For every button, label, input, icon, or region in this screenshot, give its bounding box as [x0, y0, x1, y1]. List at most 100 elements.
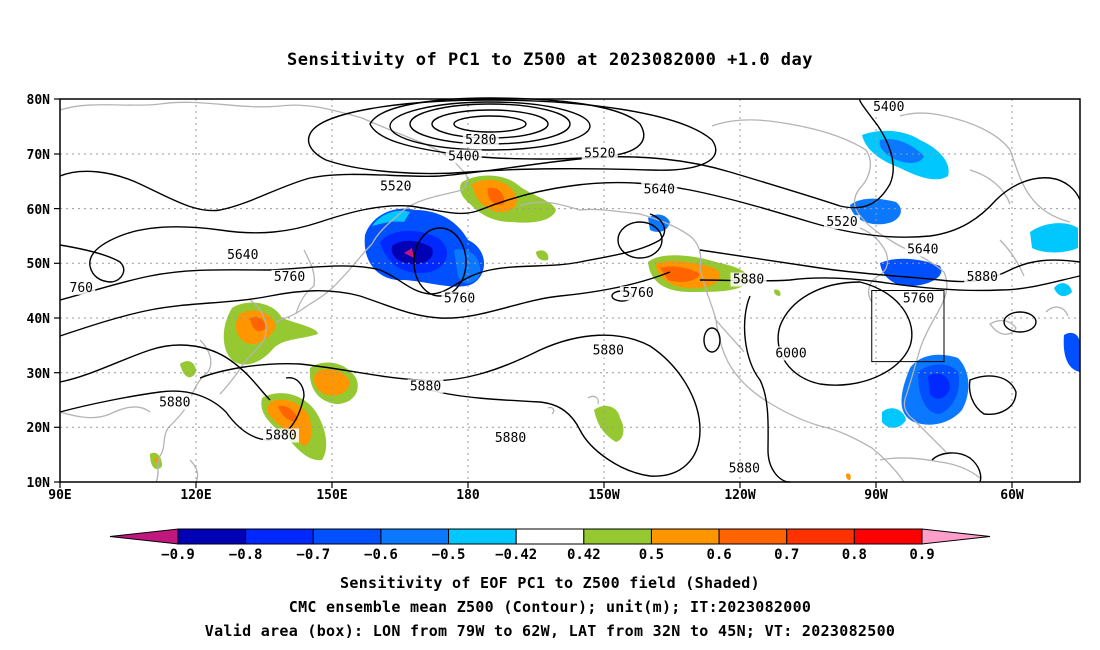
contour-label-bg: [263, 428, 299, 443]
colorbar-swatch: [245, 528, 314, 545]
contour-label-bg: [590, 343, 627, 358]
caption-shading: Sensitivity of EOF PC1 to Z500 field (Sh…: [340, 574, 760, 592]
contour-label: 5880: [495, 431, 526, 446]
contour-label-bg: [492, 431, 529, 446]
contour-label-bg: [900, 291, 937, 306]
colorbar-label: 0.5: [639, 547, 664, 563]
contour-label: 5880: [410, 379, 441, 394]
contour-label: 5760: [444, 292, 475, 307]
colorbar-swatch: [312, 528, 382, 545]
lat-label: 80N: [27, 93, 51, 108]
colorbar-label: 0.8: [842, 547, 867, 563]
colorbar-label: 0.42: [567, 547, 601, 563]
colorbar-label: 0.9: [909, 547, 934, 563]
contour-label: 760: [70, 281, 93, 296]
lon-label: 120E: [180, 488, 211, 503]
contour-label: 5880: [159, 396, 190, 411]
colorbar-low-extension: [109, 528, 179, 545]
colorbar-swatch: [177, 528, 247, 545]
contour-label-bg: [824, 215, 860, 230]
colorbar-swatch: [718, 528, 788, 545]
contour-label-bg: [407, 379, 444, 394]
lat-label: 70N: [27, 148, 51, 163]
contour-label: 5880: [265, 428, 296, 443]
contour-label-bg: [224, 247, 261, 262]
colorbar-swatch: [515, 528, 585, 545]
caption-contour: CMC ensemble mean Z500 (Contour); unit(m…: [288, 598, 812, 616]
graticule: [60, 99, 1080, 482]
contour-label: 5880: [729, 461, 760, 476]
latitude-labels: 80N 70N 60N 50N 40N 30N 20N 10N: [27, 93, 51, 491]
longitude-labels: 90E 120E 150E 180 150W 120W 90W 60W: [48, 488, 1024, 503]
lat-label: 60N: [27, 203, 51, 218]
contour-label: 5640: [644, 182, 675, 197]
contour-label: 5760: [622, 286, 653, 301]
lat-label: 50N: [27, 257, 51, 272]
contour-label: 5520: [584, 147, 615, 162]
contour-label-bg: [441, 291, 478, 306]
lon-label: 150W: [588, 488, 619, 503]
contour-label-bg: [620, 286, 656, 301]
colorbar-label: 0.6: [706, 547, 731, 563]
lon-label: 90W: [864, 488, 888, 503]
contour-label: 5400: [448, 149, 479, 164]
contour-label: 5880: [593, 344, 624, 359]
colorbar-label: −0.9: [161, 547, 195, 563]
colorbar-swatch: [583, 528, 652, 545]
contour-label-bg: [964, 269, 1001, 284]
colorbar-swatch: [853, 528, 923, 545]
contour-label: 6000: [775, 346, 806, 361]
colorbar-label: −0.5: [432, 547, 466, 563]
colorbar-swatch: [786, 528, 855, 545]
contour-label: 5760: [903, 292, 934, 307]
lon-label: 120W: [724, 488, 755, 503]
contour-label: 5880: [967, 270, 998, 285]
contour-label-bg: [462, 133, 499, 148]
contour-label: 5640: [227, 248, 258, 263]
caption-valid-area: Valid area (box): LON from 79W to 62W, L…: [204, 622, 896, 640]
colorbar-label: −0.42: [495, 547, 537, 563]
contour-label: 5760: [274, 270, 305, 285]
colorbar-swatch: [380, 528, 450, 545]
map-frame: [59, 98, 1081, 483]
colorbar-label: −0.8: [229, 547, 263, 563]
lat-label: 40N: [27, 312, 51, 327]
colorbar: −0.9 −0.8 −0.7 −0.6 −0.5 −0.42 0.42 0.5 0.6 0.7 0.…: [109, 528, 991, 563]
contour-label: 5280: [465, 133, 496, 148]
lon-label: 90E: [48, 488, 71, 503]
lon-label: 150E: [316, 488, 347, 503]
contour-label: 5400: [873, 100, 904, 115]
contour-label-bg: [904, 242, 941, 257]
colorbar-label: −0.7: [296, 547, 330, 563]
contour-label-bg: [156, 395, 193, 410]
map-title: Sensitivity of PC1 to Z500 at 2023082000…: [286, 50, 813, 70]
colorbar-swatch: [448, 528, 517, 545]
contour-label: 5640: [907, 242, 938, 257]
contour-label-bg: [67, 280, 96, 295]
contour-label-bg: [581, 146, 618, 161]
lat-label: 30N: [27, 367, 51, 382]
contour-label: 5880: [733, 273, 764, 288]
contour-label: 5520: [380, 180, 411, 195]
contour-label-bg: [377, 179, 414, 194]
contour-label-bg: [870, 100, 907, 115]
contour-label-bg: [726, 461, 763, 476]
contour-label: 5520: [826, 215, 857, 230]
axis-ticks: [54, 98, 1013, 488]
colorbar-high-extension: [921, 528, 991, 545]
contour-label-bg: [730, 272, 767, 287]
contour-label-bg: [445, 149, 482, 164]
valid-area-box: [871, 290, 945, 363]
lat-label: 10N: [27, 476, 51, 491]
z500-contours: [59, 97, 1081, 483]
contour-label-bg: [271, 269, 308, 284]
lat-label: 20N: [27, 421, 51, 436]
contour-label-bg: [773, 346, 809, 361]
lon-label: 180: [456, 488, 480, 503]
contour-label-bg: [641, 182, 678, 197]
lon-label: 60W: [1000, 488, 1024, 503]
coastlines: [59, 101, 1071, 483]
colorbar-swatch: [650, 528, 720, 545]
